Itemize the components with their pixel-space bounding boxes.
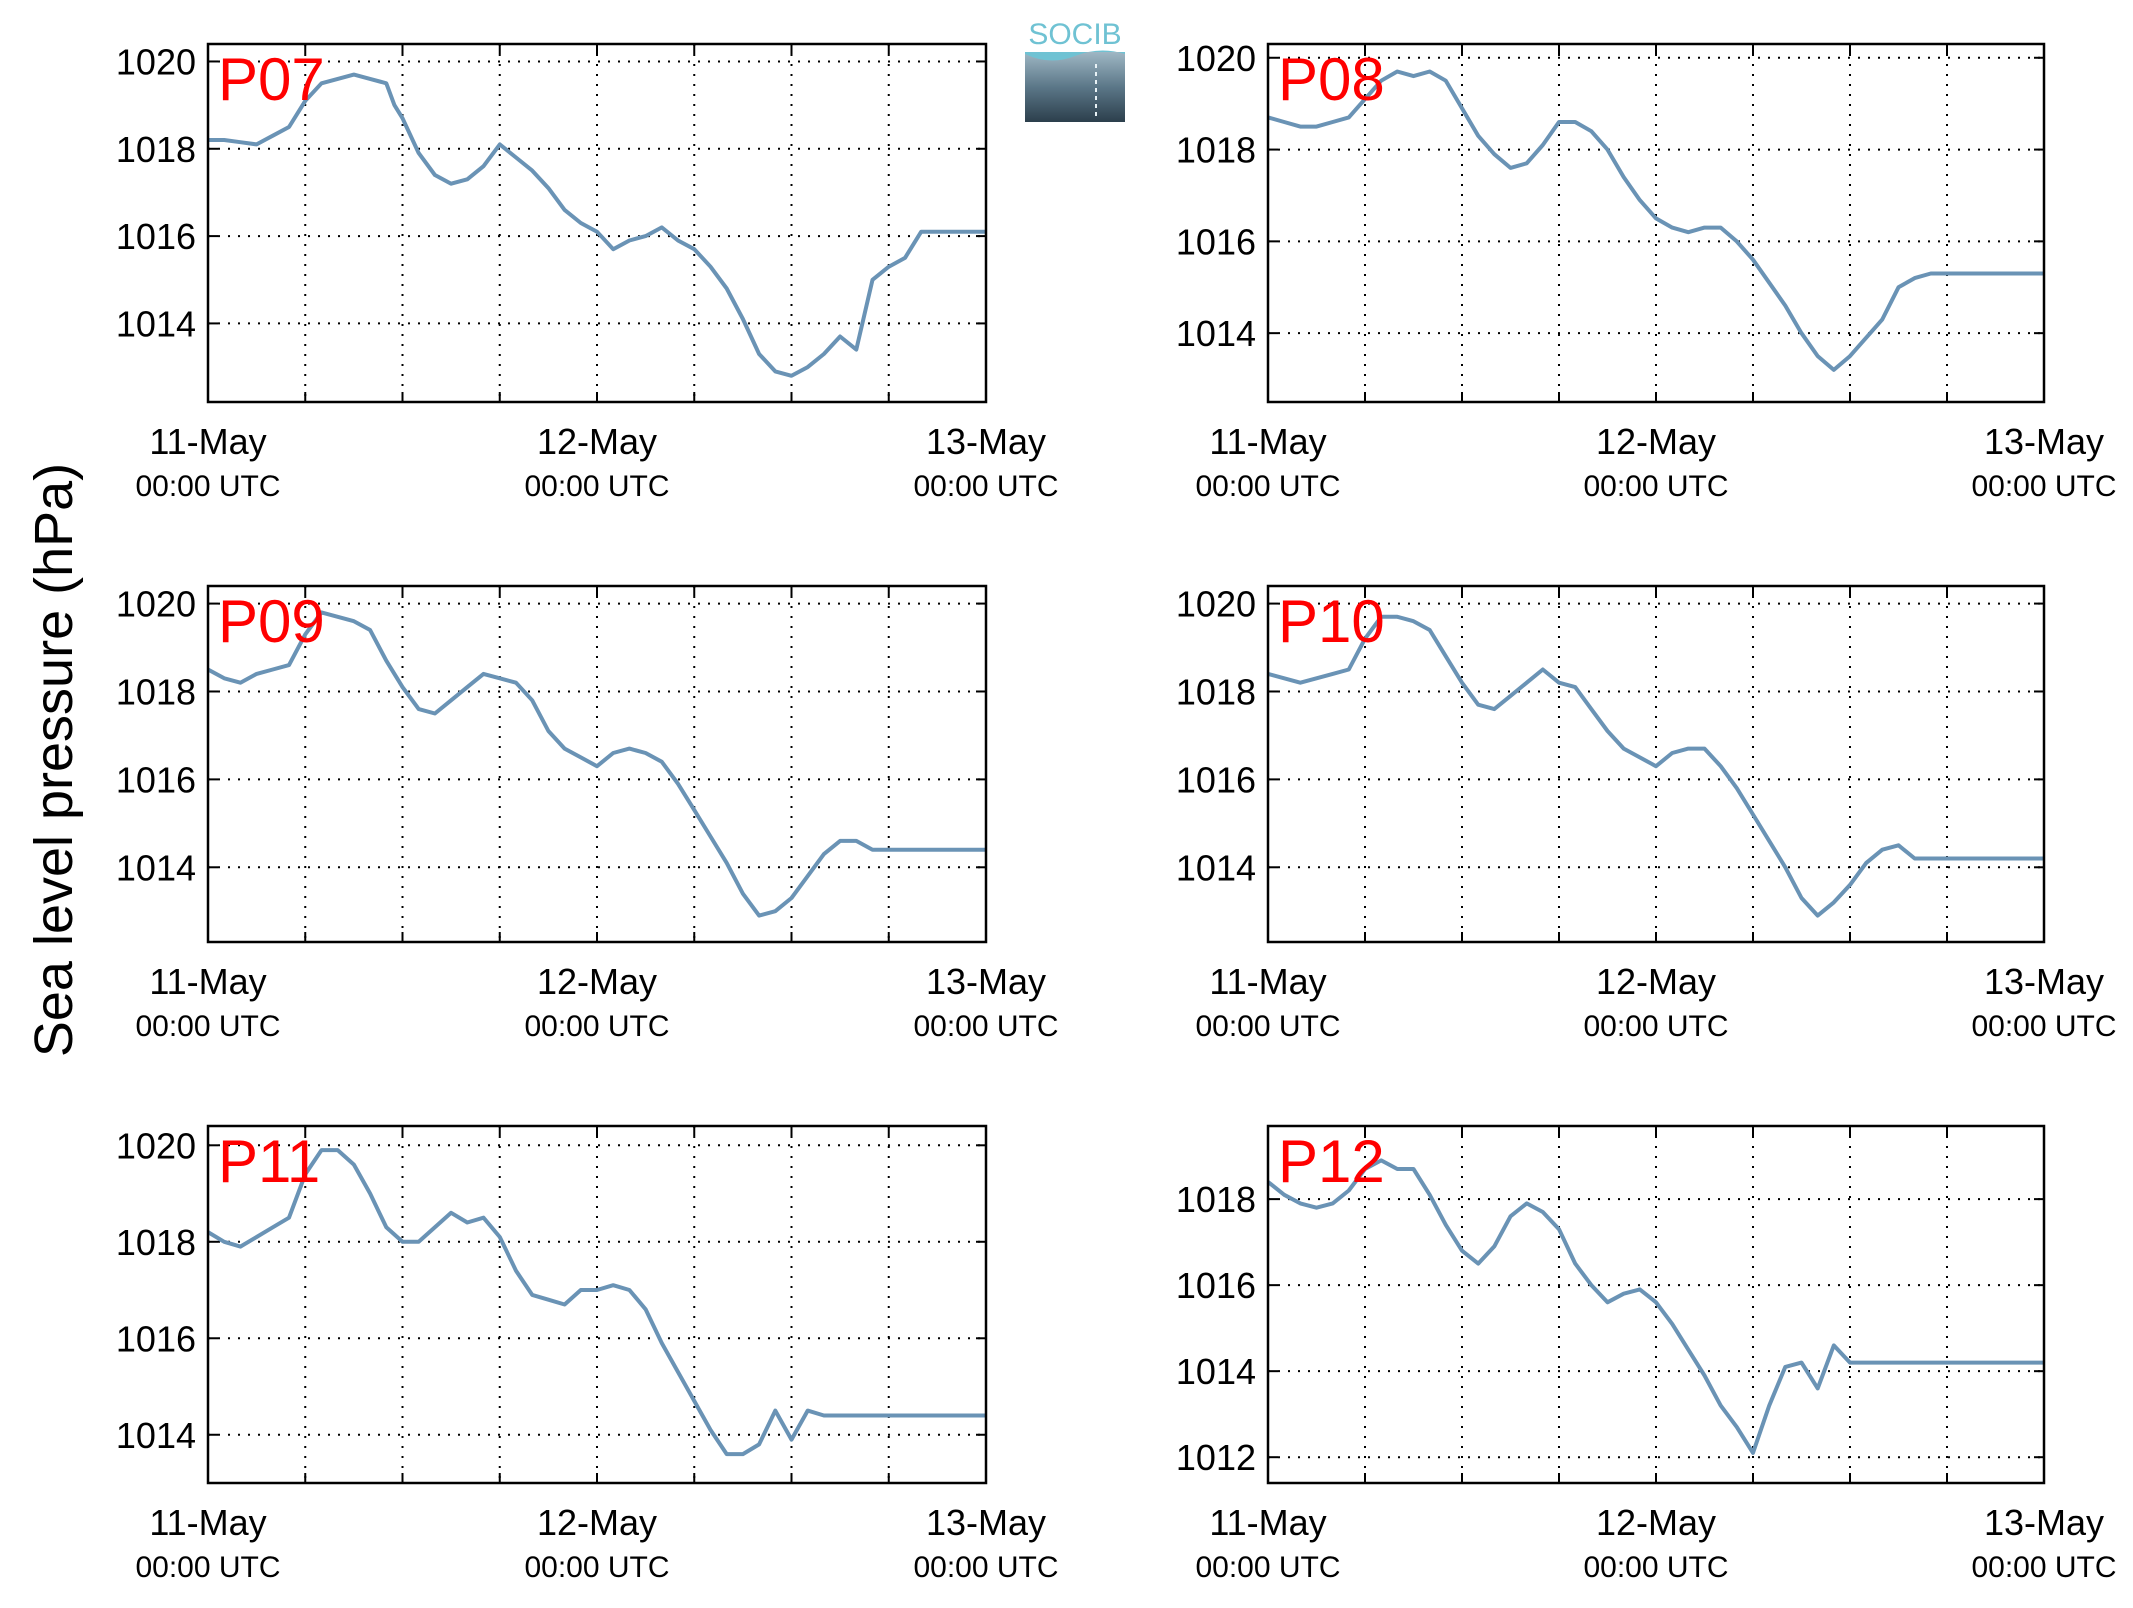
y-tick-label: 1014: [1176, 847, 1256, 888]
x-tick-label-date: 12-May: [1596, 961, 1716, 1002]
x-tick-label-date: 11-May: [149, 961, 266, 1002]
x-tick-label-time: 00:00 UTC: [524, 470, 669, 503]
y-tick-label: 1020: [116, 584, 196, 625]
panel-p08: 1014 1016 1018 1020 11-May 00:00 UTC 12-May 00:…: [1176, 38, 2117, 503]
x-tick-label-time: 00:00 UTC: [1195, 1551, 1340, 1584]
y-tick-label: 1016: [1176, 759, 1256, 800]
series-line-p07: [208, 72, 986, 378]
x-tick-label-date: 13-May: [926, 961, 1046, 1002]
x-tick-label-date: 11-May: [1209, 421, 1326, 462]
station-label: P11: [218, 1128, 320, 1195]
y-tick-label: 1018: [116, 129, 196, 170]
x-tick-label-time: 00:00 UTC: [524, 1010, 669, 1043]
x-tick-label-time: 00:00 UTC: [1583, 1551, 1728, 1584]
x-tick-label-date: 11-May: [149, 1502, 266, 1543]
axes-frame: [1266, 1124, 2046, 1485]
panel-p09: 1014 1016 1018 1020 11-May 00:00 UTC 12-May 00:…: [116, 584, 1059, 1043]
x-tick-label-date: 11-May: [1209, 961, 1326, 1002]
x-tick-label-time: 00:00 UTC: [1195, 470, 1340, 503]
panel-p07: 1014 1016 1018 1020 11-May 00:00 UTC 12-May 00:…: [116, 41, 1059, 503]
panel-p10: 1014 1016 1018 1020 11-May 00:00 UTC 12-May 00:…: [1176, 584, 2117, 1043]
axes-frame: [206, 1124, 988, 1485]
station-label: P12: [1278, 1128, 1385, 1195]
y-tick-label: 1014: [116, 1415, 196, 1456]
station-label: P09: [218, 588, 325, 655]
x-tick-label-time: 00:00 UTC: [1583, 470, 1728, 503]
panels-container: 1014 1016 1018 1020 11-May 00:00 UTC 12-May 00:…: [116, 38, 2117, 1584]
y-tick-label: 1012: [1176, 1437, 1256, 1478]
x-tick-label-date: 12-May: [537, 1502, 657, 1543]
series-line-p12: [1266, 1158, 2044, 1455]
x-tick-label-date: 11-May: [1209, 1502, 1326, 1543]
x-tick-label-date: 12-May: [1596, 1502, 1716, 1543]
y-tick-label: 1018: [116, 671, 196, 712]
axes-frame: [206, 42, 988, 404]
socib-logo: SOCIB: [1025, 18, 1125, 122]
y-tick-label: 1014: [116, 847, 196, 888]
y-tick-label: 1014: [1176, 1351, 1256, 1392]
x-tick-label-date: 13-May: [1984, 961, 2104, 1002]
y-tick-label: 1016: [116, 1318, 196, 1359]
x-tick-label-date: 13-May: [926, 421, 1046, 462]
station-label: P10: [1278, 588, 1385, 655]
x-tick-label-date: 12-May: [537, 421, 657, 462]
y-tick-label: 1016: [116, 216, 196, 257]
y-tick-label: 1020: [116, 1125, 196, 1166]
global-ylabel: Sea level pressure (hPa): [24, 463, 84, 1057]
station-label: P07: [218, 46, 325, 113]
x-tick-label-date: 13-May: [1984, 421, 2104, 462]
x-tick-label-date: 13-May: [926, 1502, 1046, 1543]
x-tick-label-time: 00:00 UTC: [524, 1551, 669, 1584]
x-tick-label-time: 00:00 UTC: [913, 1551, 1058, 1584]
axes-frame: [1266, 42, 2046, 404]
x-tick-label-time: 00:00 UTC: [1583, 1010, 1728, 1043]
station-label: P08: [1278, 46, 1385, 113]
y-tick-label: 1018: [1176, 671, 1256, 712]
y-tick-label: 1020: [1176, 584, 1256, 625]
panel-p12: 1012 1014 1016 1018 11-May 00:00 UTC 12-May 00:…: [1176, 1124, 2117, 1584]
socib-logo-text: SOCIB: [1028, 18, 1121, 51]
axes-frame: [206, 584, 988, 944]
y-tick-label: 1016: [1176, 221, 1256, 262]
y-tick-label: 1014: [116, 303, 196, 344]
panel-p11: 1014 1016 1018 1020 11-May 00:00 UTC 12-May 00:…: [116, 1124, 1059, 1584]
x-tick-label-time: 00:00 UTC: [1195, 1010, 1340, 1043]
x-tick-label-time: 00:00 UTC: [135, 1010, 280, 1043]
y-tick-label: 1016: [116, 759, 196, 800]
x-tick-label-date: 11-May: [149, 421, 266, 462]
axes-frame: [1266, 584, 2046, 944]
x-tick-label-time: 00:00 UTC: [135, 470, 280, 503]
x-tick-label-time: 00:00 UTC: [1971, 470, 2116, 503]
y-tick-label: 1018: [116, 1222, 196, 1263]
y-tick-label: 1020: [116, 41, 196, 82]
x-tick-label-time: 00:00 UTC: [913, 1010, 1058, 1043]
x-tick-label-date: 12-May: [1596, 421, 1716, 462]
series-line-p10: [1267, 614, 2044, 918]
y-tick-label: 1014: [1176, 313, 1256, 354]
x-tick-label-time: 00:00 UTC: [913, 470, 1058, 503]
series-line-p08: [1267, 69, 2044, 372]
x-tick-label-date: 12-May: [537, 961, 657, 1002]
y-tick-label: 1018: [1176, 130, 1256, 171]
y-tick-label: 1018: [1176, 1179, 1256, 1220]
y-tick-label: 1020: [1176, 38, 1256, 79]
series-line-p11: [206, 1148, 986, 1457]
x-tick-label-date: 13-May: [1984, 1502, 2104, 1543]
series-line-p09: [207, 610, 986, 918]
y-tick-label: 1016: [1176, 1265, 1256, 1306]
x-tick-label-time: 00:00 UTC: [1971, 1010, 2116, 1043]
x-tick-label-time: 00:00 UTC: [135, 1551, 280, 1584]
x-tick-label-time: 00:00 UTC: [1971, 1551, 2116, 1584]
